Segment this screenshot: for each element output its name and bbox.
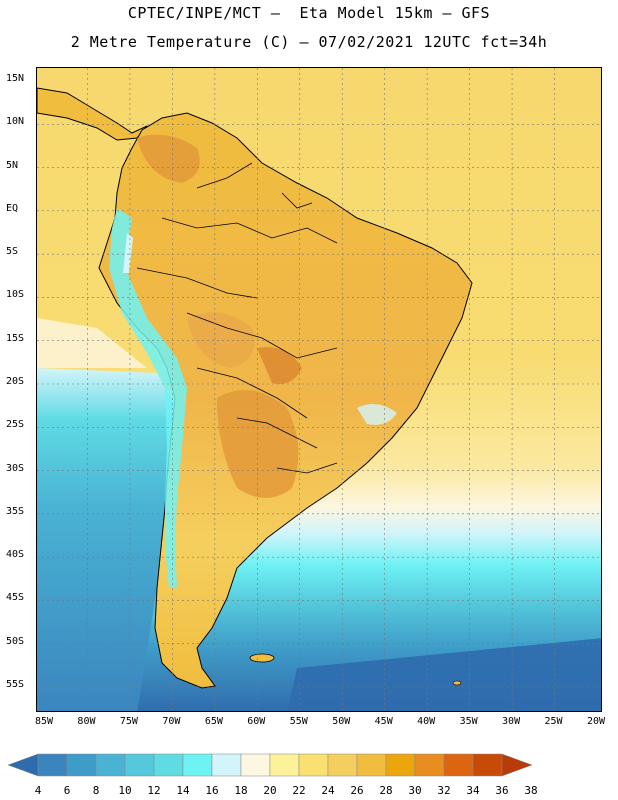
colorbar-label: 4 (34, 784, 42, 797)
lat-label: 35S (6, 505, 25, 517)
colorbar-cell (298, 753, 329, 777)
colorbar-cell (472, 753, 503, 777)
south-atlantic-cold (287, 638, 601, 711)
lon-label: 80W (77, 716, 96, 727)
lat-label: 5N (6, 159, 19, 171)
temperature-map (36, 67, 602, 712)
lon-label: 55W (289, 716, 308, 727)
colorbar-cell (443, 753, 474, 777)
lon-label: 30W (502, 716, 521, 727)
colorbar-label: 20 (263, 784, 277, 797)
colorbar-cell (124, 753, 155, 777)
south-georgia (452, 680, 462, 686)
colorbar-arrow-high (501, 753, 533, 777)
colorbar-label: 30 (408, 784, 422, 797)
colorbar-cell (182, 753, 213, 777)
lon-label: 60W (247, 716, 266, 727)
colorbar-label: 36 (495, 784, 509, 797)
lat-label: 50S (6, 635, 25, 647)
colorbar-cell (37, 753, 68, 777)
map-canvas (37, 68, 601, 711)
lat-label: 10N (6, 116, 25, 128)
colorbar-label: 32 (437, 784, 451, 797)
colorbar-label: 22 (292, 784, 306, 797)
colorbar-label: 34 (466, 784, 480, 797)
colorbar-cell (327, 753, 358, 777)
pacific-mild-zone (37, 318, 147, 368)
colorbar-label: 8 (92, 784, 100, 797)
lon-label: 65W (204, 716, 223, 727)
colorbar-cell (66, 753, 97, 777)
lat-label: 10S (6, 289, 25, 301)
hot-zone-pantanal (257, 347, 302, 384)
title-line-1: CPTEC/INPE/MCT – Eta Model 15km – GFS (127, 4, 491, 22)
lat-label: 15S (6, 332, 25, 344)
colorbar-label: 12 (147, 784, 161, 797)
colorbar-cell (269, 753, 300, 777)
hot-zone-chaco (217, 390, 299, 498)
southeast-brazil-cool (357, 404, 397, 425)
lon-label: 20W (586, 716, 606, 727)
falkland-islands (249, 653, 275, 663)
colorbar-label: 24 (321, 784, 335, 797)
lat-label: 30S (6, 462, 25, 474)
colorbar (7, 753, 533, 777)
andes-cold-strip (109, 208, 187, 588)
lon-label: 85W (34, 716, 54, 727)
colorbar-cell (414, 753, 445, 777)
hot-zone-bolivia (187, 312, 255, 368)
country-borders (136, 162, 338, 474)
lon-label: 25W (544, 716, 563, 727)
lon-label: 35W (459, 716, 478, 727)
colorbar-label: 38 (524, 784, 538, 797)
colorbar-label: 10 (118, 784, 132, 797)
lat-label: 40S (6, 549, 25, 561)
lat-label: 5S (6, 246, 19, 258)
lat-label: 15N (6, 73, 25, 84)
lon-label: 45W (374, 716, 393, 727)
colorbar-cell (211, 753, 242, 777)
colorbar-cell (95, 753, 126, 777)
colorbar-cell (153, 753, 184, 777)
colorbar-arrow-low (7, 753, 39, 777)
andes-north-cold (123, 233, 133, 273)
lat-label: 55S (6, 679, 25, 690)
colorbar-cell (356, 753, 387, 777)
lat-label: 45S (6, 592, 25, 604)
colorbar-label: 6 (63, 784, 71, 797)
colorbar-cell (385, 753, 416, 777)
lon-label: 40W (417, 716, 436, 727)
colorbar-label: 16 (205, 784, 219, 797)
lon-label: 75W (119, 716, 138, 727)
colorbar-label: 18 (234, 784, 248, 797)
colorbar-label: 26 (350, 784, 364, 797)
lat-label: 25S (6, 419, 25, 431)
lat-label: 20S (6, 376, 25, 387)
pacific-cool-zone (37, 368, 177, 711)
colorbar-cell (240, 753, 271, 777)
colorbar-label: 14 (176, 784, 190, 797)
hot-zone-venezuela (137, 134, 200, 183)
lat-label: EQ (6, 202, 19, 214)
graticule (37, 68, 601, 711)
colorbar-label: 28 (379, 784, 393, 797)
lon-label: 50W (332, 716, 351, 727)
title-line-2: 2 Metre Temperature (C) – 07/02/2021 12U… (70, 33, 548, 51)
lon-label: 70W (162, 716, 181, 727)
